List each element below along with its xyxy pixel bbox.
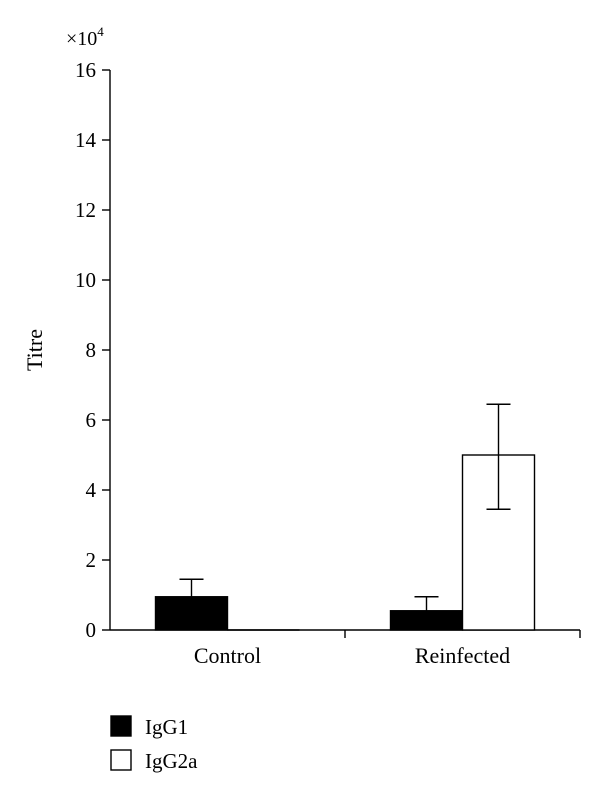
bars — [154, 454, 536, 631]
y-tick-label: 6 — [86, 408, 97, 432]
x-category-label: Reinfected — [415, 643, 510, 668]
legend-swatch-igg1 — [110, 715, 132, 737]
y-ticks: 0 2 4 6 8 10 12 14 16 — [75, 58, 110, 642]
y-tick-label: 8 — [86, 338, 97, 362]
legend-swatch-igg2a — [110, 749, 132, 771]
legend-label-igg2a: IgG2a — [145, 749, 198, 773]
y-tick-label: 14 — [75, 128, 97, 152]
y-axis-multiplier: ×104 — [66, 24, 104, 50]
x-category-label: Control — [194, 643, 261, 668]
bar-igg1-reinfected — [389, 610, 464, 631]
legend-label-igg1: IgG1 — [145, 715, 188, 739]
y-tick-label: 0 — [86, 618, 97, 642]
y-multiplier-exponent: 4 — [97, 24, 104, 39]
bar-igg1-control — [154, 596, 229, 631]
error-bars — [179, 403, 511, 611]
legend: IgG1 IgG2a — [110, 715, 198, 773]
y-tick-label: 16 — [75, 58, 96, 82]
x-categories: Control Reinfected — [194, 630, 581, 668]
y-multiplier-base: ×10 — [66, 28, 97, 50]
y-tick-label: 10 — [75, 268, 96, 292]
y-axis-label: Titre — [22, 329, 47, 371]
y-tick-label: 4 — [86, 478, 97, 502]
y-tick-label: 2 — [86, 548, 97, 572]
y-tick-label: 12 — [75, 198, 96, 222]
